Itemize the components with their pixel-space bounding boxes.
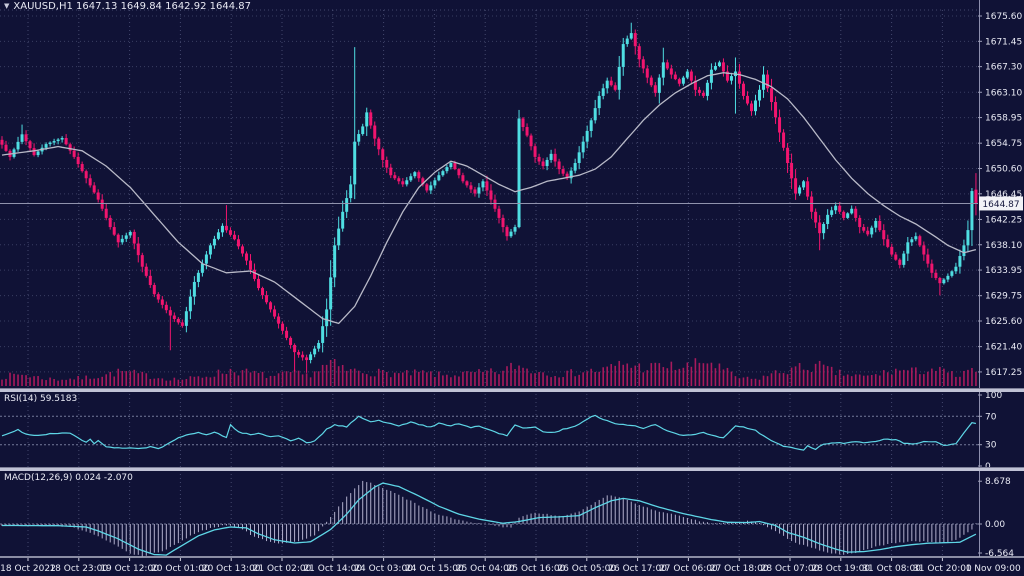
- svg-text:0.00: 0.00: [985, 520, 1005, 530]
- svg-text:28 Oct 07:00: 28 Oct 07:00: [761, 564, 820, 574]
- macd-signal-line: [2, 482, 977, 556]
- panel-separator-main-rsi[interactable]: [0, 388, 1024, 392]
- svg-text:1 Nov 09:00: 1 Nov 09:00: [966, 564, 1021, 574]
- svg-text:28 Oct 19:00: 28 Oct 19:00: [811, 564, 870, 574]
- rsi-indicator-label: RSI(14) 59.5183: [4, 394, 78, 404]
- svg-text:-6.564: -6.564: [985, 549, 1014, 559]
- candlesticks: [0, 22, 978, 373]
- macd-histogram: [1, 480, 977, 557]
- svg-text:1633.95: 1633.95: [985, 266, 1022, 276]
- ohlc-values: 1647.13 1649.84 1642.92 1644.87: [76, 1, 251, 12]
- svg-text:1650.60: 1650.60: [985, 165, 1022, 175]
- svg-text:1671.45: 1671.45: [985, 37, 1022, 47]
- svg-text:26 Oct 17:00: 26 Oct 17:00: [608, 564, 667, 574]
- svg-text:30: 30: [985, 441, 997, 451]
- svg-text:24 Oct 03:00: 24 Oct 03:00: [354, 564, 413, 574]
- svg-text:1654.75: 1654.75: [985, 139, 1022, 149]
- macd-axis[interactable]: 8.678 0.00 -6.564: [978, 477, 1014, 559]
- macd-indicator-label: MACD(12,26,9) 0.024 -2.070: [4, 473, 133, 483]
- svg-text:1675.60: 1675.60: [985, 12, 1022, 22]
- svg-text:20 Oct 01:00: 20 Oct 01:00: [151, 564, 210, 574]
- svg-text:1644.87: 1644.87: [982, 200, 1019, 210]
- chevron-down-icon[interactable]: ▼: [4, 2, 10, 10]
- svg-text:1658.95: 1658.95: [985, 114, 1022, 124]
- moving-average-line: [1, 72, 977, 325]
- svg-text:31 Oct 08:00: 31 Oct 08:00: [862, 564, 921, 574]
- svg-text:1646.45: 1646.45: [985, 190, 1022, 200]
- svg-text:1621.40: 1621.40: [985, 343, 1022, 353]
- svg-text:100: 100: [985, 391, 1002, 401]
- svg-text:24 Oct 15:00: 24 Oct 15:00: [405, 564, 464, 574]
- svg-text:18 Oct 23:00: 18 Oct 23:00: [49, 564, 108, 574]
- svg-text:1625.60: 1625.60: [985, 317, 1022, 327]
- svg-text:1629.75: 1629.75: [985, 292, 1022, 302]
- svg-text:25 Oct 16:00: 25 Oct 16:00: [507, 564, 566, 574]
- svg-text:25 Oct 04:00: 25 Oct 04:00: [456, 564, 515, 574]
- svg-text:18 Oct 2022: 18 Oct 2022: [0, 564, 56, 574]
- rsi-axis[interactable]: 10070300: [978, 391, 1002, 472]
- svg-text:27 Oct 18:00: 27 Oct 18:00: [710, 564, 769, 574]
- svg-text:1667.30: 1667.30: [985, 63, 1022, 73]
- rsi-value: 59.5183: [39, 394, 78, 404]
- svg-text:1617.25: 1617.25: [985, 368, 1022, 378]
- svg-text:8.678: 8.678: [985, 477, 1011, 487]
- current-price-box: [979, 196, 1023, 211]
- svg-text:1663.10: 1663.10: [985, 88, 1022, 98]
- price-axis[interactable]: 1675.60 1671.45 1667.30 1663.10 1658.95 1654.…: [978, 12, 1023, 378]
- svg-text:21 Oct 14:00: 21 Oct 14:00: [303, 564, 362, 574]
- svg-text:1638.10: 1638.10: [985, 241, 1022, 251]
- svg-text:21 Oct 02:00: 21 Oct 02:00: [253, 564, 312, 574]
- volume-bars: [1, 358, 977, 386]
- svg-text:20 Oct 13:00: 20 Oct 13:00: [202, 564, 261, 574]
- svg-text:27 Oct 06:00: 27 Oct 06:00: [659, 564, 718, 574]
- svg-text:70: 70: [985, 412, 997, 422]
- svg-text:26 Oct 05:00: 26 Oct 05:00: [557, 564, 616, 574]
- chart-title: ▼ XAUUSD,H1 1647.13 1649.84 1642.92 1644.…: [4, 1, 251, 12]
- panel-separator-rsi-macd[interactable]: [0, 467, 1024, 471]
- macd-values: 0.024 -2.070: [75, 473, 133, 483]
- symbol-period-label: XAUUSD,H1: [13, 1, 73, 12]
- grid-lines: [0, 9, 978, 556]
- svg-text:19 Oct 12:00: 19 Oct 12:00: [100, 564, 159, 574]
- rsi-line: [1, 414, 977, 451]
- svg-text:31 Oct 20:00: 31 Oct 20:00: [913, 564, 972, 574]
- svg-text:1642.25: 1642.25: [985, 215, 1022, 225]
